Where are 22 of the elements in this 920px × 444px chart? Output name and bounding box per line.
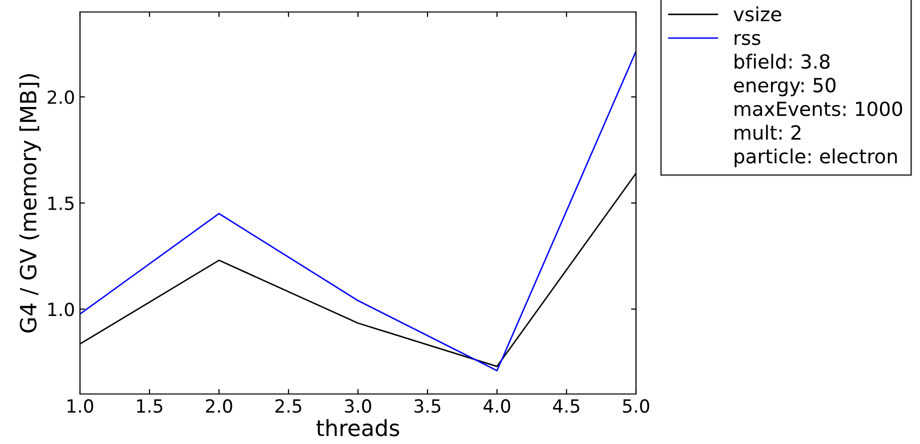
x-tick-label: 2.5: [275, 399, 302, 413]
x-tick-label: 1.0: [68, 399, 94, 413]
x-tick-label: 4.5: [553, 399, 580, 413]
text: energy: 50: [734, 78, 836, 96]
text: mult: 2: [734, 124, 800, 140]
x-tick-label: 4.0: [484, 399, 510, 413]
x-tick-label: 2.0: [206, 399, 232, 413]
text: maxEvents: 1000: [734, 101, 902, 116]
y-axis-title: G4 / GV (memory [MB]): [19, 74, 41, 332]
y-tick-label: 2.0: [48, 90, 74, 104]
y-tick-label: 1.0: [48, 302, 74, 316]
text: particle: electron: [734, 148, 897, 168]
legend-label: rss: [734, 34, 760, 46]
line-series: [80, 50, 636, 372]
y-tick-label: 1.5: [48, 196, 74, 210]
text: bfield: 3.8: [734, 54, 830, 69]
x-tick-label: 3.5: [414, 399, 440, 413]
x-tick-label: 3.0: [345, 399, 372, 413]
x-tick-label: 5.0: [623, 399, 650, 413]
x-tick-label: 1.5: [137, 399, 162, 413]
legend-label: vsize: [734, 6, 782, 22]
x-axis-title: threads: [316, 419, 400, 436]
